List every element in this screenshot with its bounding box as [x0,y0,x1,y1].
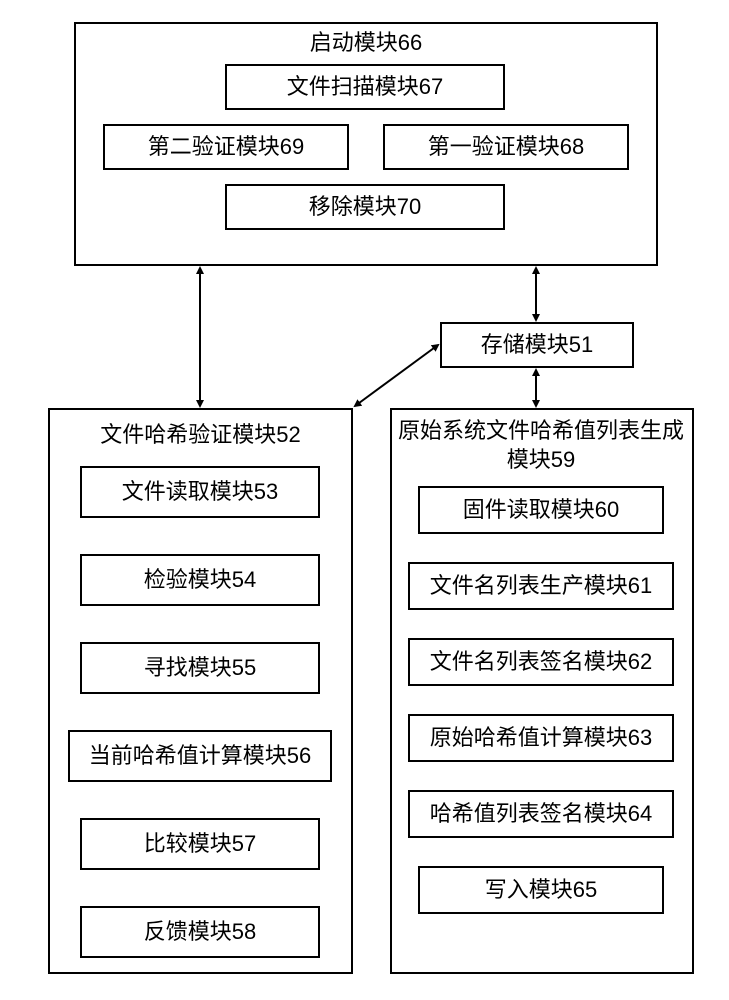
first-verify-module-box: 第一验证模块68 [383,124,629,170]
filename-list-sign-module-box: 文件名列表签名模块62 [408,638,674,686]
storage-module-box: 存储模块51 [440,322,634,368]
firmware-read-module-box: 固件读取模块60 [418,486,664,534]
feedback-module-box: 反馈模块58 [80,906,320,958]
write-module-box: 写入模块65 [418,866,664,914]
second-verify-module-box: 第二验证模块69 [103,124,349,170]
remove-module-box: 移除模块70 [225,184,505,230]
filename-list-gen-module-box: 文件名列表生产模块61 [408,562,674,610]
file-scan-module-box: 文件扫描模块67 [225,64,505,110]
current-hash-module-box: 当前哈希值计算模块56 [68,730,332,782]
check-module-box: 检验模块54 [80,554,320,606]
arrow-storage-hashverify [355,345,438,406]
diagram-canvas: 启动模块66 文件扫描模块67 第二验证模块69 第一验证模块68 移除模块70… [0,0,729,1000]
file-read-module-box: 文件读取模块53 [80,466,320,518]
hash-verify-module-title: 文件哈希验证模块52 [48,420,353,450]
hash-gen-module-title: 原始系统文件哈希值列表生成模块59 [394,416,688,476]
startup-module-title: 启动模块66 [74,28,658,58]
find-module-box: 寻找模块55 [80,642,320,694]
original-hash-calc-module-box: 原始哈希值计算模块63 [408,714,674,762]
compare-module-box: 比较模块57 [80,818,320,870]
hash-list-sign-module-box: 哈希值列表签名模块64 [408,790,674,838]
